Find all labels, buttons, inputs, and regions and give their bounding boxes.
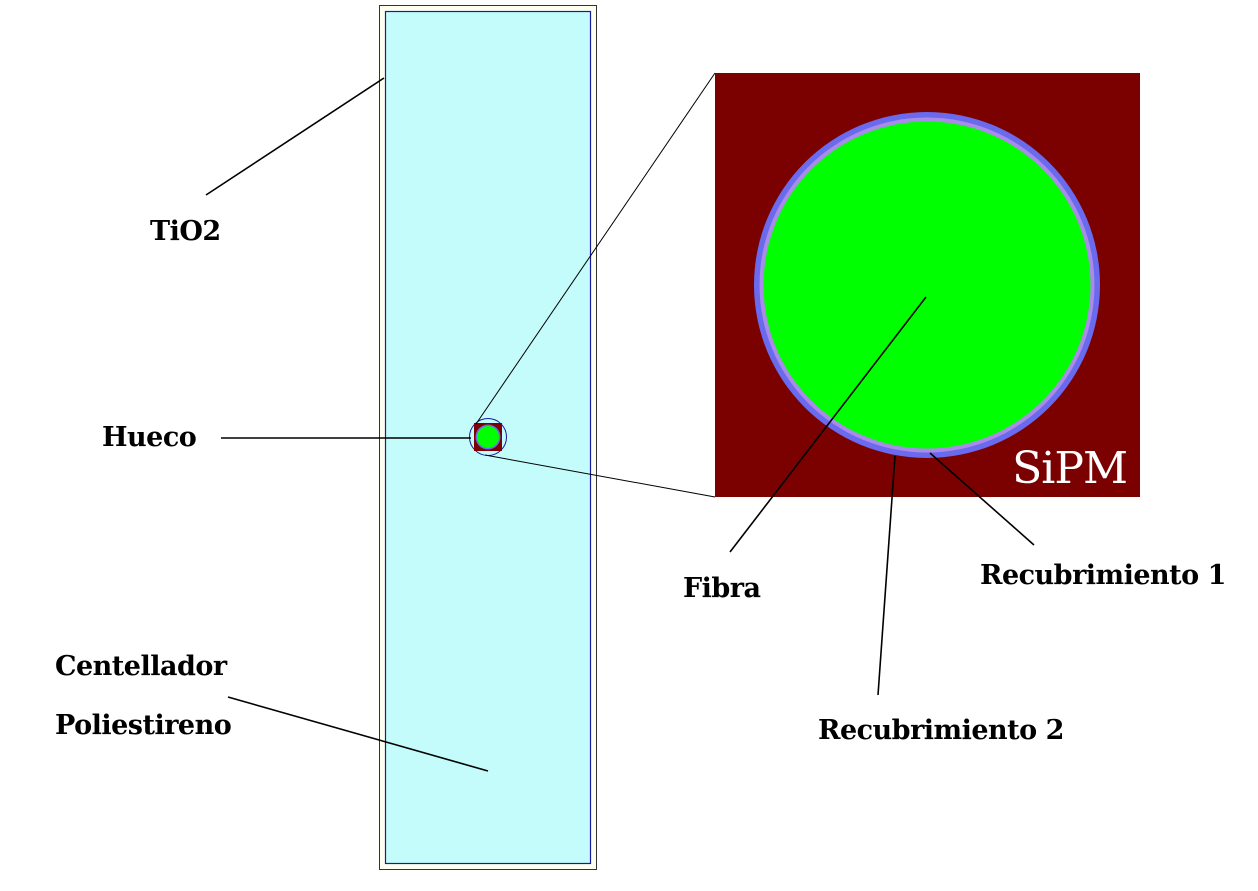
- zoom-line-top: [475, 72, 716, 425]
- scintillator-bar: [379, 5, 597, 870]
- tio2-label: TiO2: [150, 216, 221, 247]
- tio2-leader: [205, 77, 385, 196]
- fibra-leader: [729, 296, 927, 553]
- hole-small: [469, 418, 507, 456]
- zoom-view: SiPM: [715, 73, 1140, 497]
- poliestireno-label: Poliestireno: [55, 710, 231, 741]
- recubrimiento2-label: Recubrimiento 2: [818, 715, 1064, 746]
- recubrimiento1-leader: [929, 452, 1035, 546]
- centellador-label: Centellador: [55, 651, 228, 682]
- recubrimiento1-label: Recubrimiento 1: [980, 560, 1226, 591]
- hole-fiber-small: [477, 426, 499, 448]
- sipm-label: SiPM: [1012, 443, 1127, 494]
- centellador-leader: [227, 696, 489, 772]
- recubrimiento2-leader: [877, 455, 896, 696]
- zoom-line-bottom: [484, 454, 716, 498]
- hueco-label: Hueco: [102, 422, 196, 453]
- fibra-label: Fibra: [683, 573, 761, 604]
- fiber-core: [763, 121, 1091, 449]
